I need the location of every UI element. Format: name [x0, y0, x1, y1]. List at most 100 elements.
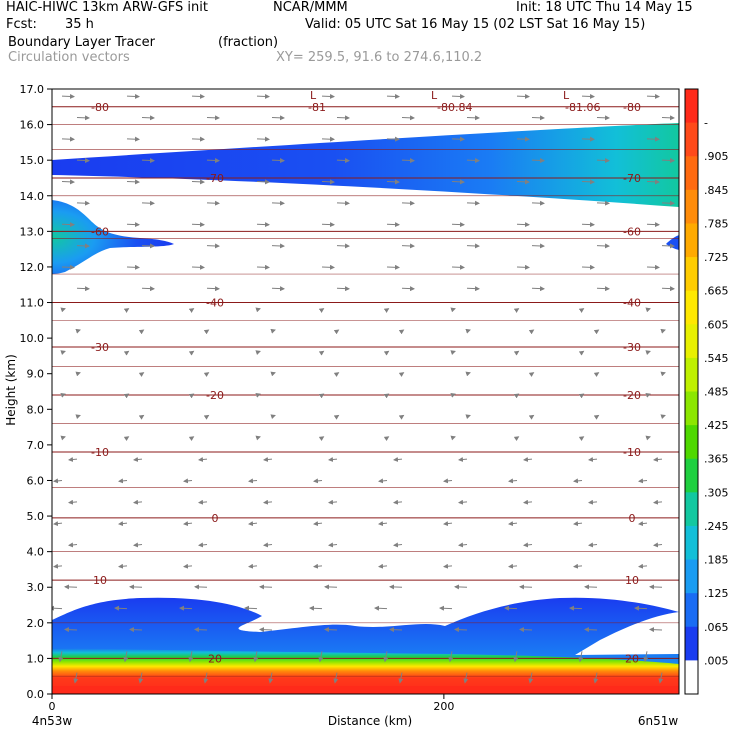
circulation-vector [646, 222, 660, 228]
circulation-vector [528, 372, 535, 378]
y-tick-label: 17.0 [20, 83, 45, 96]
low-markers: L L L -81 -80.84 -81.06 [308, 89, 600, 114]
circulation-vector [333, 672, 339, 684]
circulation-vector [206, 115, 220, 121]
colorbar-frame [684, 88, 699, 695]
colorbar-swatch [685, 593, 698, 628]
circulation-vector [386, 222, 400, 228]
circulation-vector [528, 414, 535, 420]
circulation-vector [60, 392, 66, 398]
circulation-vector [465, 328, 471, 334]
isotherm-label: -60 [91, 225, 109, 238]
isotherm-lines: -80 -80 -70 -70 -60 -60 -40 -40 -30 -30 -20 -20 -10 -… [52, 101, 679, 677]
circulation-vector [581, 264, 595, 270]
circulation-vector [324, 584, 338, 590]
isotherm-label: -40 [206, 297, 224, 310]
isotherm-label: 0 [212, 512, 219, 525]
fcst-value: 35 h [65, 17, 94, 32]
circulation-vector [61, 264, 75, 270]
isotherm-label: 10 [93, 574, 107, 587]
y-axis-label: Height (km) [4, 354, 18, 425]
circulation-vector [126, 222, 140, 228]
circulation-vector [661, 158, 675, 164]
circulation-vector [321, 264, 335, 270]
circulation-vector [188, 350, 195, 356]
circulation-vector [313, 521, 323, 527]
isotherm-label: -20 [623, 389, 641, 402]
colorbar-label: .365 [704, 453, 729, 466]
circulation-vector [179, 605, 193, 611]
circulation-vector [450, 435, 456, 441]
colorbar-label: .065 [704, 621, 729, 634]
circulation-vector [73, 672, 79, 684]
circulation-vector [649, 584, 663, 590]
circulation-vector [61, 136, 75, 142]
circulation-vector [578, 436, 585, 442]
circulation-vector [378, 521, 388, 527]
circulation-vector [466, 286, 480, 292]
circulation-vector [336, 243, 350, 249]
circulation-vector [194, 584, 208, 590]
circulation-vector [596, 243, 610, 249]
circulation-vector [271, 200, 285, 206]
colorbar-label: .125 [704, 587, 729, 600]
isotherm-label: 20 [625, 652, 639, 665]
circulation-vector [578, 651, 584, 663]
y-tick-label: 8.0 [27, 403, 45, 416]
circulation-vector [649, 627, 663, 633]
circulation-vector [263, 499, 273, 505]
isotherm-label: -30 [623, 341, 641, 354]
circulation-vector [393, 499, 403, 505]
circulation-vector [75, 328, 81, 334]
circulation-vector [386, 93, 400, 99]
circulation-vector [573, 563, 583, 569]
circulation-vector [126, 136, 140, 142]
circulation-vector [203, 329, 210, 335]
plot-frame [51, 88, 680, 695]
circulation-vector [324, 627, 338, 633]
isotherm-label: -80 [91, 101, 109, 114]
circulation-vector [61, 222, 75, 228]
colorbar-label: .185 [704, 554, 729, 567]
circulation-vector [313, 478, 323, 484]
circulation-vector [328, 499, 338, 505]
circulation-vector [383, 651, 389, 663]
circulation-vector [188, 393, 195, 399]
circulation-vector [318, 308, 325, 313]
circulation-vector [638, 478, 648, 484]
y-tick-label: 4.0 [27, 546, 45, 559]
circulation-vector [643, 651, 649, 663]
circulation-vector [123, 436, 130, 442]
colorbar-swatch [685, 458, 698, 493]
circulation-vector [76, 115, 90, 121]
circulation-vector [333, 372, 340, 378]
circulation-vector [270, 328, 276, 334]
circulation-vector [198, 457, 208, 463]
circulation-vector [588, 499, 598, 505]
y-tick-label: 1.0 [27, 652, 45, 665]
xy-label: XY= 259.5, 91.6 to 274.6,110.2 [276, 50, 483, 65]
vector-label: Circulation vectors [8, 50, 130, 65]
circulation-vector [516, 222, 530, 228]
circulation-vector [531, 200, 545, 206]
circulation-vector [138, 329, 145, 335]
colorbar-swatch [685, 156, 698, 191]
circulation-vector [75, 414, 81, 420]
circulation-vector [191, 264, 205, 270]
circulation-vector [118, 478, 128, 484]
circulation-vector [401, 200, 415, 206]
circulation-vector [531, 286, 545, 292]
circulation-vector [75, 371, 81, 377]
circulation-vector [253, 651, 259, 663]
circulation-vector [203, 414, 210, 420]
circulation-vector [378, 563, 388, 569]
circulation-vector [309, 605, 323, 611]
circulation-vector [76, 243, 90, 249]
circulation-vector [660, 328, 666, 334]
circulation-vector [259, 584, 273, 590]
circulation-vector [383, 350, 390, 356]
circulation-vector [443, 521, 453, 527]
circulation-vector [593, 329, 600, 335]
circulation-vector [573, 521, 583, 527]
